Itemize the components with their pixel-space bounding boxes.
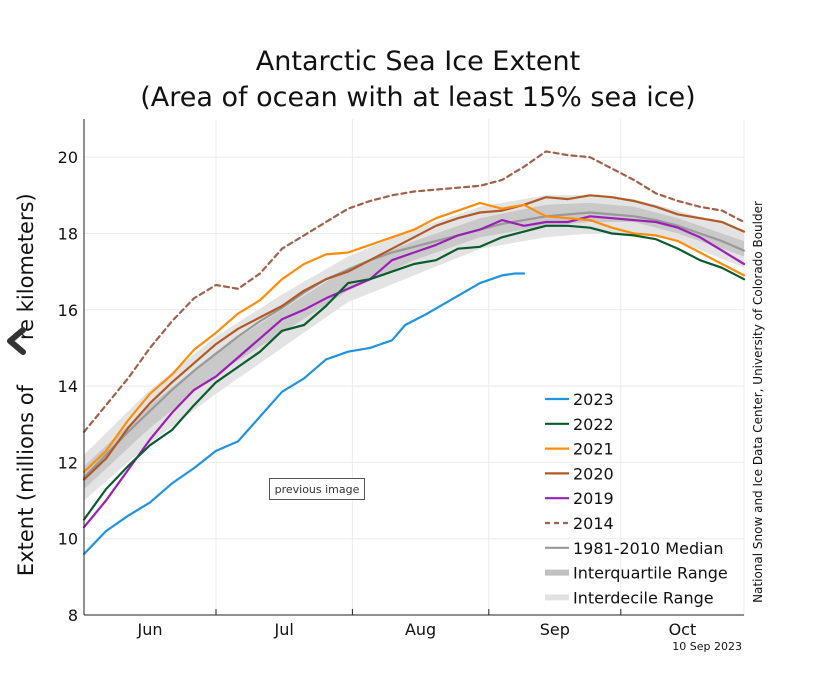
y-tick-label: 20: [58, 148, 78, 167]
series-line-2022: [82, 224, 746, 521]
x-tick-label: Sep: [540, 620, 570, 639]
interdecile-band: [84, 195, 744, 501]
y-tick-label: 14: [58, 377, 78, 396]
y-tick-label: 10: [58, 530, 78, 549]
y-axis-label-part-1: Extent (millions of: [14, 384, 38, 576]
series-line-1981-2010-median: [82, 211, 746, 479]
legend-2020-label: 2020: [573, 464, 614, 483]
x-tick-label: Jul: [274, 620, 294, 639]
legend-1981-2010-median-label: 1981-2010 Median: [573, 539, 724, 558]
interquartile-band: [84, 202, 744, 490]
date-stamp: 10 Sep 2023: [672, 640, 742, 653]
y-tick-label: 12: [58, 453, 78, 472]
y-tick-labels: 8 10 12 14 16 18 20: [58, 148, 78, 625]
y-tick-label: 18: [58, 224, 78, 243]
x-tick-label: Aug: [405, 620, 436, 639]
series-lines: [82, 150, 746, 556]
legend-2019-label: 2019: [573, 489, 614, 508]
x-tick-label: Jun: [137, 620, 163, 639]
chevron-left-icon[interactable]: [4, 326, 30, 356]
y-tick-label: 16: [58, 301, 78, 320]
previous-image-button[interactable]: previous image: [269, 478, 365, 500]
series-line-2014: [82, 150, 746, 433]
credit-text: National Snow and Ice Data Center, Unive…: [751, 201, 765, 603]
legend-interquartile-range-label: Interquartile Range: [573, 564, 728, 583]
series-line-2021: [82, 201, 746, 473]
legend-2023-label: 2023: [573, 390, 614, 409]
range-bands: [84, 195, 744, 501]
x-tick-labels: Jun Jul Aug Sep Oct: [137, 620, 697, 639]
chart-title-line-1: Antarctic Sea Ice Extent: [256, 46, 580, 77]
axes: [83, 119, 744, 616]
series-line-2019: [82, 215, 746, 529]
y-tick-label: 8: [68, 606, 78, 625]
legend-2014-label: 2014: [573, 514, 614, 533]
legend-2021-label: 2021: [573, 440, 614, 459]
series-line-2023: [82, 272, 526, 556]
series-line-2020: [82, 194, 746, 481]
y-axis-label-part-2: re kilometers): [14, 193, 38, 340]
x-tick-label: Oct: [669, 620, 697, 639]
legend-interdecile-range-label: Interdecile Range: [573, 588, 714, 607]
chart-title-line-2: (Area of ocean with at least 15% sea ice…: [140, 82, 695, 113]
legend-2022-label: 2022: [573, 415, 614, 434]
legend: 2023 2022 2021 2020 2019 2014 1981-2010 Median…: [545, 390, 728, 607]
